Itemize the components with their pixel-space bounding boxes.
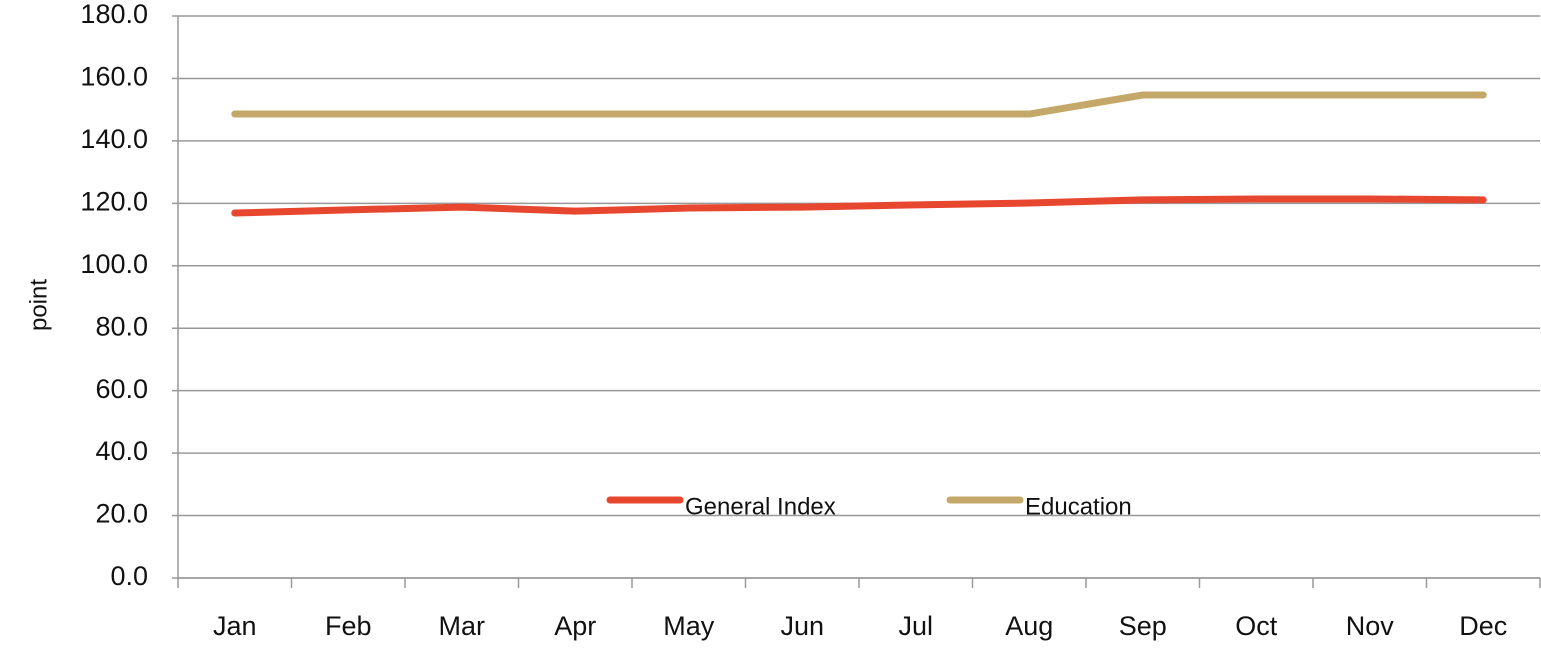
y-tick-label: 60.0 <box>95 374 148 404</box>
x-tick-label: Sep <box>1119 611 1167 641</box>
legend-label: General Index <box>685 493 836 520</box>
y-tick-label: 160.0 <box>80 62 148 92</box>
y-tick-label: 20.0 <box>95 499 148 529</box>
x-tick-label: Aug <box>1005 611 1053 641</box>
x-tick-label: Jun <box>780 611 824 641</box>
x-tick-label: Jul <box>898 611 933 641</box>
y-axis-label: point <box>25 279 52 331</box>
y-tick-label: 180.0 <box>80 0 148 29</box>
x-tick-label: Apr <box>554 611 596 641</box>
y-tick-label: 40.0 <box>95 436 148 466</box>
legend-label: Education <box>1025 493 1132 520</box>
series-line <box>231 195 1487 217</box>
x-tick-label: Feb <box>325 611 372 641</box>
x-tick-label: Oct <box>1235 611 1278 641</box>
y-tick-label: 0.0 <box>110 561 148 591</box>
y-tick-label: 140.0 <box>80 124 148 154</box>
y-tick-label: 120.0 <box>80 186 148 216</box>
y-tick-label: 100.0 <box>80 249 148 279</box>
y-tick-label: 80.0 <box>95 311 148 341</box>
x-tick-label: Dec <box>1459 611 1507 641</box>
x-tick-label: Mar <box>439 611 486 641</box>
series-line <box>231 91 1487 118</box>
x-tick-label: Nov <box>1346 611 1395 641</box>
x-tick-label: May <box>663 611 715 641</box>
x-tick-label: Jan <box>213 611 257 641</box>
